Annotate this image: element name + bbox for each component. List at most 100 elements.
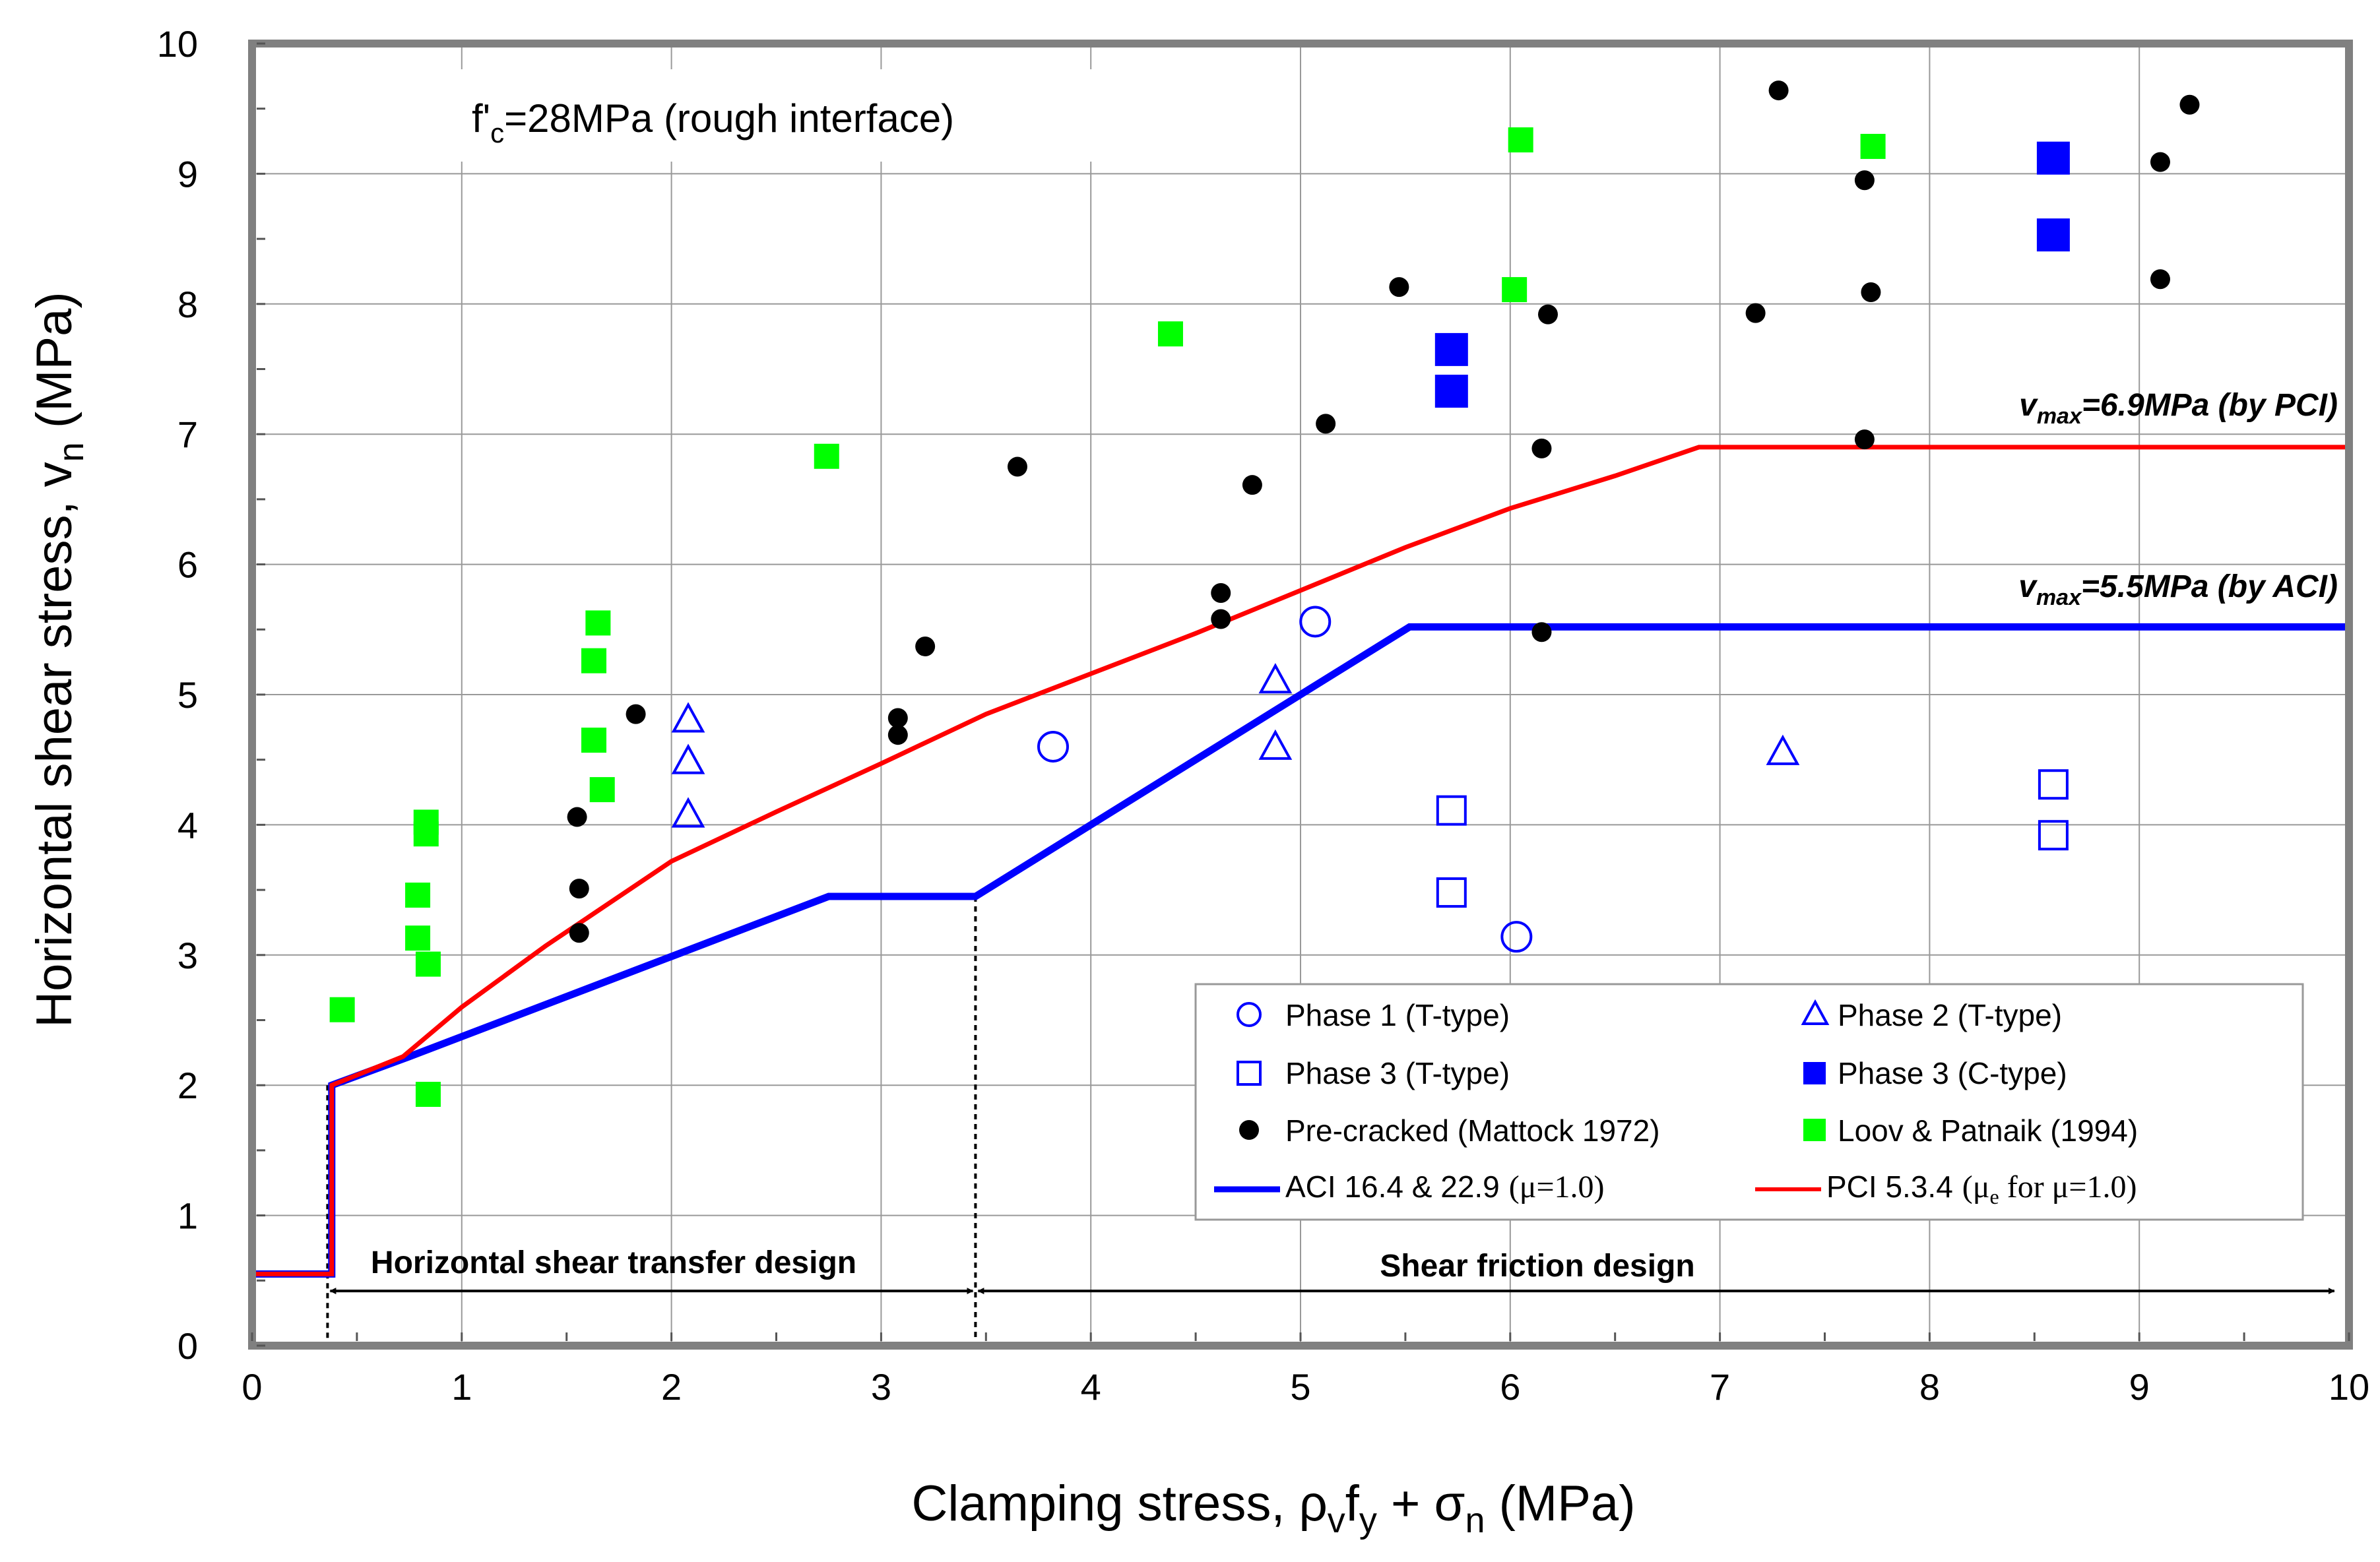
mattock-point [1854, 429, 1875, 450]
x-tick-label: 7 [1710, 1366, 1730, 1408]
legend-marker-mattock [1239, 1120, 1259, 1140]
y-tick-label: 4 [177, 804, 198, 846]
y-tick-label: 5 [177, 674, 198, 716]
x-tick-label: 4 [1081, 1366, 1101, 1408]
x-tick-label: 5 [1290, 1366, 1310, 1408]
loov-point [1508, 127, 1533, 153]
phase3t-point [2038, 820, 2069, 851]
vmax-pci-label: vmax=6.9MPa (by PCI) [2019, 388, 2338, 429]
loov-point [581, 728, 607, 753]
legend: Phase 1 (T-type) Phase 2 (T-type) Phase … [1194, 983, 2304, 1221]
loov-point [1860, 133, 1886, 159]
mattock-point [2179, 94, 2200, 115]
y-tick-label: 9 [177, 153, 198, 195]
loov-point [415, 1082, 441, 1108]
phase2-point [671, 702, 705, 733]
mattock-point [915, 636, 936, 656]
y-tick-label: 7 [177, 414, 198, 455]
design-lines [252, 445, 2349, 1278]
mattock-point [1531, 438, 1552, 458]
mattock-point [1389, 277, 1409, 297]
loov-point [585, 610, 611, 636]
legend-marker-loov [1803, 1119, 1826, 1141]
phase2-point [671, 743, 705, 774]
phase1-point [1037, 730, 1069, 763]
y-tick-label: 6 [177, 544, 198, 586]
mattock-point [1768, 80, 1789, 101]
plot-frame [248, 40, 2353, 1350]
legend-marker-phase3c [1803, 1062, 1826, 1084]
x-tick-label: 6 [1500, 1366, 1520, 1408]
region-markers [326, 896, 2335, 1346]
legend-label-loov: Loov & Patnaik (1994) [1838, 1113, 2138, 1148]
mattock-point [1538, 304, 1559, 325]
region-right-label: Shear friction design [1380, 1249, 1694, 1284]
annotation-post: =28MPa (rough interface) [504, 96, 954, 141]
y-tick-label: 2 [177, 1065, 198, 1106]
y-tick-label: 3 [177, 935, 198, 976]
legend-marker-phase2 [1801, 999, 1830, 1025]
mattock-point [1242, 475, 1262, 495]
pci-design-line [252, 445, 2349, 1276]
y-axis-title: Horizontal shear stress, vn (MPa) [26, 292, 91, 1027]
annotation-box [455, 69, 1115, 162]
loov-point [415, 951, 441, 977]
region-left-label: Horizontal shear transfer design [371, 1245, 856, 1280]
y-tick-label: 8 [177, 284, 198, 325]
phase3c-point [2036, 218, 2070, 252]
legend-label-phase3t: Phase 3 (T-type) [1285, 1056, 1510, 1090]
phase3t-point [1436, 877, 1467, 908]
x-tick-label: 0 [241, 1366, 262, 1408]
x-tick-label: 1 [451, 1366, 472, 1408]
phase1-point [1299, 606, 1332, 638]
y-tick-label: 0 [177, 1325, 198, 1367]
plot-border [248, 40, 2353, 1350]
legend-marker-phase1 [1237, 1002, 1262, 1027]
phase3t-point [2038, 769, 2069, 800]
annotation-pre: f' [472, 96, 490, 141]
x-tick-label: 8 [1919, 1366, 1940, 1408]
phase2-point [1258, 729, 1293, 760]
loov-point [581, 648, 607, 673]
legend-label-phase1: Phase 1 (T-type) [1285, 998, 1510, 1032]
x-axis-title: Clamping stress, ρvfy + σn (MPa) [911, 1476, 1635, 1540]
phase3c-point [1434, 332, 1468, 366]
x-tick-label: 3 [871, 1366, 891, 1408]
phase2-point [671, 797, 705, 828]
mattock-point [626, 704, 646, 724]
mattock-point [1531, 622, 1552, 642]
phase2-point [1766, 734, 1800, 765]
mattock-point [887, 708, 908, 728]
x-tick-label: 9 [2129, 1366, 2150, 1408]
phase3c-point [1434, 375, 1468, 408]
annotation-sub: c [490, 117, 504, 148]
mattock-point [1211, 609, 1231, 629]
mattock-point [569, 923, 589, 943]
mattock-point [1007, 456, 1027, 477]
loov-point [814, 443, 839, 469]
data-points [329, 80, 2200, 1108]
mattock-point [1211, 583, 1231, 604]
legend-label-pci: PCI 5.3.4 (μe for μ=1.0) [1826, 1170, 2137, 1208]
y-tick-label: 1 [177, 1195, 198, 1237]
loov-point [1157, 321, 1183, 347]
mattock-point [2150, 269, 2170, 290]
loov-point [405, 925, 431, 951]
mattock-point [569, 879, 589, 899]
y-tick-label: 10 [157, 23, 198, 65]
axis-ticks: 0 1 2 3 4 5 6 7 8 9 10 0 1 2 3 4 5 6 7 8 9 10 [157, 23, 2369, 1408]
loov-point [413, 821, 439, 847]
mattock-point [1854, 170, 1875, 191]
mattock-point [887, 725, 908, 745]
phase1-point [1500, 921, 1533, 953]
legend-label-phase3c: Phase 3 (C-type) [1838, 1056, 2067, 1090]
mattock-point [1861, 282, 1881, 303]
loov-point [589, 777, 615, 803]
phase2-point [1258, 663, 1293, 694]
legend-marker-phase3t [1237, 1061, 1262, 1086]
loov-point [1502, 277, 1528, 303]
phase3c-point [2036, 141, 2070, 175]
x-tick-label: 10 [2329, 1366, 2369, 1408]
legend-label-phase2: Phase 2 (T-type) [1838, 998, 2062, 1032]
